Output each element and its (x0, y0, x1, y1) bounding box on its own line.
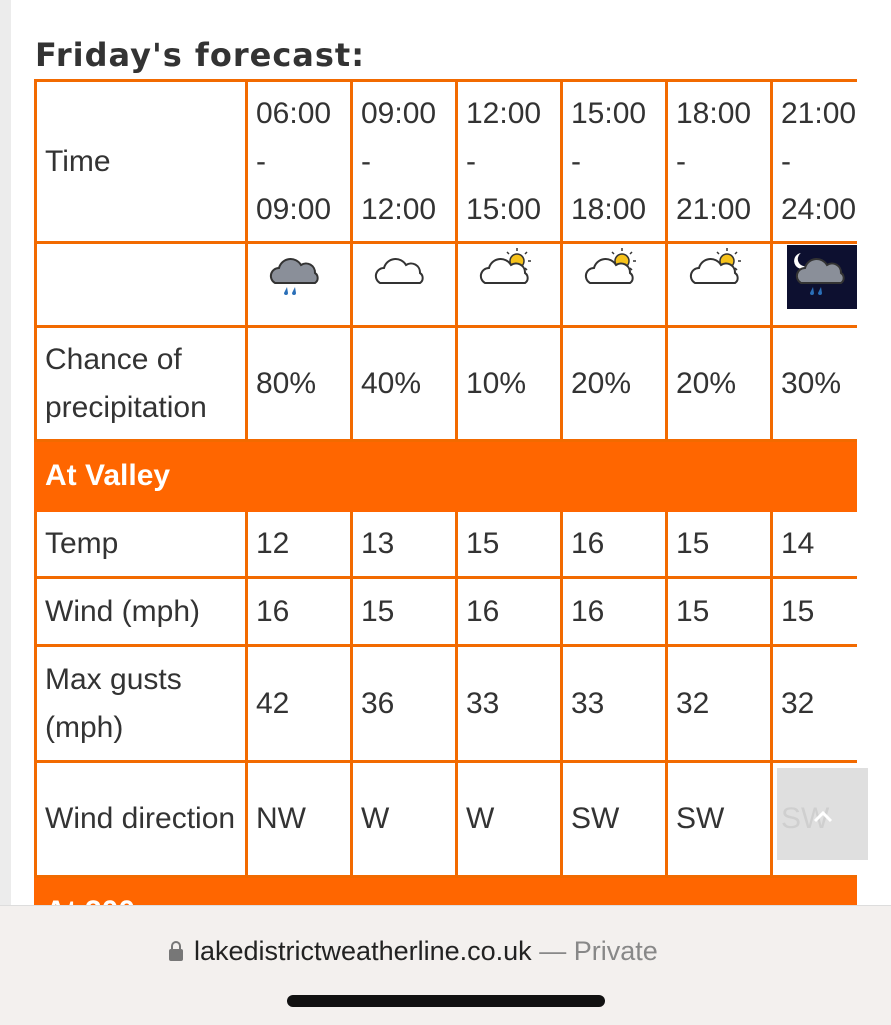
forecast-value: 16 (560, 509, 668, 579)
forecast-value: 15 (770, 576, 857, 647)
weather-icon (787, 245, 857, 309)
forecast-value: NW (245, 760, 353, 878)
forecast-value: 32 (665, 644, 773, 763)
forecast-value: 13 (350, 509, 458, 579)
precipitation-value: 30% (770, 325, 857, 442)
page-margin (0, 0, 11, 1024)
weather-icon (374, 258, 424, 284)
weather-icon-cell (560, 241, 668, 328)
forecast-value: SW (665, 760, 773, 878)
forecast-value: SW (560, 760, 668, 878)
table-row: Time 06:00 - 09:00 09:00 - 12:00 12:00 - 15… (34, 79, 857, 244)
forecast-value: 33 (455, 644, 563, 763)
forecast-value: 16 (455, 576, 563, 647)
empty-cell (34, 241, 248, 328)
forecast-value: 33 (560, 644, 668, 763)
url: lakedistrictweatherline.co.uk (194, 936, 532, 966)
table-row: Chance of precipitation 80% 40% 10% 20% 20% 30… (34, 325, 857, 442)
time-slot: 12:00 - 15:00 (455, 79, 563, 244)
table-row: At Valley (34, 439, 857, 512)
forecast-value: 14 (770, 509, 857, 579)
row-label: Wind direction (34, 760, 248, 878)
precipitation-value: 20% (560, 325, 668, 442)
section-header: At 300m (34, 875, 857, 905)
table-row: Wind directionNWWWSWSWSW (34, 760, 857, 878)
scroll-top-button[interactable] (777, 768, 868, 860)
table-row: Wind (mph) 16 15 16 16 15 15 (34, 576, 857, 647)
table-row: Temp 12 13 15 16 15 14 (34, 509, 857, 579)
privacy-status: — Private (539, 936, 658, 966)
lock-icon (169, 941, 183, 961)
browser-bar: lakedistrictweatherline.co.uk — Private (0, 905, 891, 1025)
time-slot: 09:00 - 12:00 (350, 79, 458, 244)
chevron-icon (813, 810, 833, 823)
time-slot: 15:00 - 18:00 (560, 79, 668, 244)
weather-icon (479, 248, 531, 284)
address[interactable]: lakedistrictweatherline.co.uk — Private (168, 936, 658, 967)
weather-icon (584, 248, 636, 284)
forecast-value: 16 (560, 576, 668, 647)
forecast-value: 15 (665, 509, 773, 579)
weather-icon-cell (455, 241, 563, 328)
time-slot: 06:00 - 09:00 (245, 79, 353, 244)
forecast-value: 12 (245, 509, 353, 579)
weather-icon-cell (350, 241, 458, 328)
table-row: Max gusts (mph) 42 36 33 33 32 32 (34, 644, 857, 763)
forecast-table-wrap: Time 06:00 - 09:00 09:00 - 12:00 12:00 - 15… (34, 79, 857, 905)
precipitation-value: 40% (350, 325, 458, 442)
forecast-title: Friday's forecast: (35, 36, 366, 74)
table-row: At 300m (34, 875, 857, 905)
forecast-value: 32 (770, 644, 857, 763)
forecast-value: 16 (245, 576, 353, 647)
weather-icon-cell (770, 241, 857, 328)
section-header: At Valley (34, 439, 857, 512)
row-label: Wind (mph) (34, 576, 248, 647)
table-row (34, 241, 857, 328)
precipitation-value: 10% (455, 325, 563, 442)
weather-icon (269, 258, 319, 295)
forecast-value: 36 (350, 644, 458, 763)
forecast-value: 15 (665, 576, 773, 647)
weather-icon-cell (245, 241, 353, 328)
precipitation-value: 80% (245, 325, 353, 442)
forecast-value: W (455, 760, 563, 878)
time-slot: 21:00 - 24:00 (770, 79, 857, 244)
forecast-table: Time 06:00 - 09:00 09:00 - 12:00 12:00 - 15… (34, 79, 857, 905)
forecast-value: 42 (245, 644, 353, 763)
weather-icon (689, 248, 741, 284)
row-label: Chance of precipitation (34, 325, 248, 442)
row-label: Time (34, 79, 248, 244)
forecast-value: 15 (455, 509, 563, 579)
forecast-value: 15 (350, 576, 458, 647)
weather-icon-cell (665, 241, 773, 328)
home-indicator (287, 995, 605, 1007)
row-label: Max gusts (mph) (34, 644, 248, 763)
row-label: Temp (34, 509, 248, 579)
precipitation-value: 20% (665, 325, 773, 442)
time-slot: 18:00 - 21:00 (665, 79, 773, 244)
forecast-value: W (350, 760, 458, 878)
